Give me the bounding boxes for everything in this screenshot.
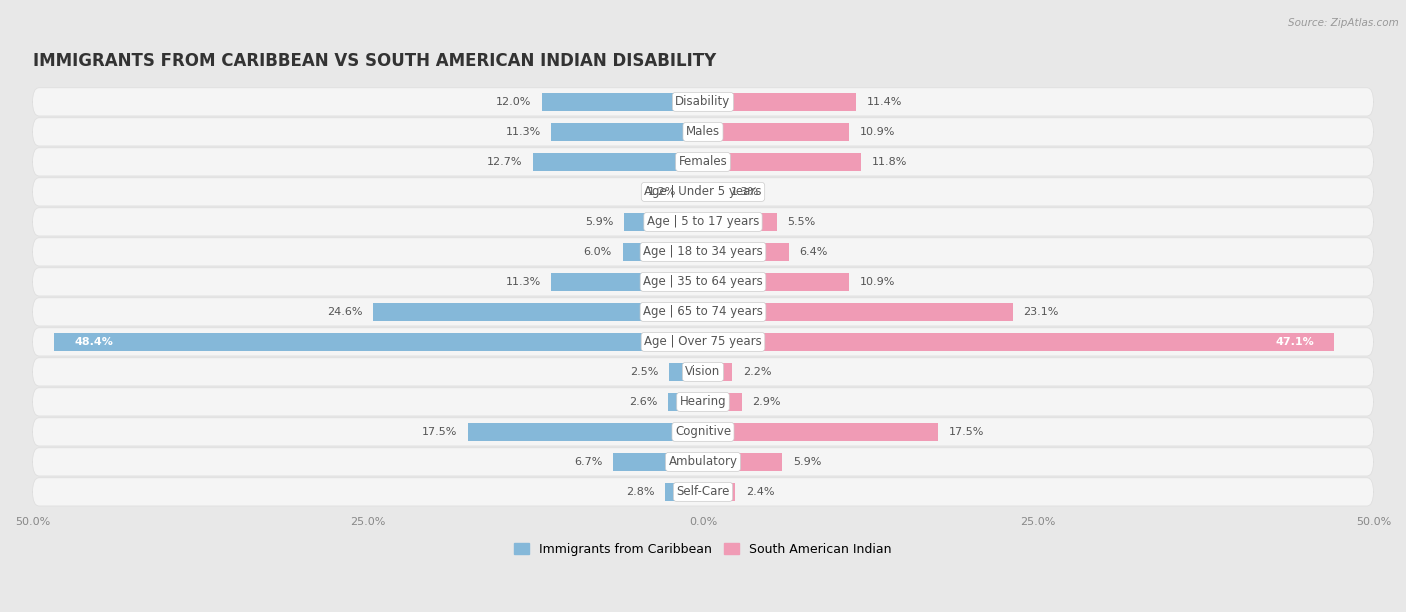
Text: 1.2%: 1.2% (648, 187, 676, 197)
Text: 5.5%: 5.5% (787, 217, 815, 227)
Bar (703, 453, 782, 471)
FancyBboxPatch shape (32, 328, 1374, 356)
Text: 24.6%: 24.6% (328, 307, 363, 317)
Text: 2.2%: 2.2% (744, 367, 772, 377)
Text: 2.5%: 2.5% (630, 367, 659, 377)
Bar (703, 152, 862, 171)
FancyBboxPatch shape (32, 388, 1374, 416)
FancyBboxPatch shape (32, 238, 1374, 266)
FancyBboxPatch shape (32, 298, 1374, 326)
Text: 11.4%: 11.4% (866, 97, 901, 107)
Bar (703, 122, 849, 141)
Bar (669, 362, 703, 381)
Bar (53, 332, 703, 351)
Text: Vision: Vision (685, 365, 721, 378)
Bar (703, 362, 733, 381)
Legend: Immigrants from Caribbean, South American Indian: Immigrants from Caribbean, South America… (509, 538, 897, 561)
Text: 17.5%: 17.5% (949, 427, 984, 437)
Text: 17.5%: 17.5% (422, 427, 457, 437)
Text: 23.1%: 23.1% (1024, 307, 1059, 317)
Text: 10.9%: 10.9% (860, 277, 896, 287)
Text: 1.3%: 1.3% (731, 187, 759, 197)
Text: Ambulatory: Ambulatory (668, 455, 738, 468)
Bar (703, 212, 776, 231)
FancyBboxPatch shape (32, 268, 1374, 296)
Text: Age | 35 to 64 years: Age | 35 to 64 years (643, 275, 763, 288)
Text: 6.4%: 6.4% (800, 247, 828, 257)
Text: 2.4%: 2.4% (747, 487, 775, 497)
Text: 10.9%: 10.9% (860, 127, 896, 137)
Bar (468, 423, 703, 441)
FancyBboxPatch shape (32, 358, 1374, 386)
Text: 2.6%: 2.6% (628, 397, 658, 407)
Bar (665, 483, 703, 501)
Bar (703, 272, 849, 291)
Bar (703, 392, 742, 411)
Bar (543, 92, 703, 111)
FancyBboxPatch shape (32, 448, 1374, 476)
Text: Cognitive: Cognitive (675, 425, 731, 438)
Text: 11.8%: 11.8% (872, 157, 907, 167)
FancyBboxPatch shape (32, 208, 1374, 236)
Text: 11.3%: 11.3% (506, 127, 541, 137)
Bar (668, 392, 703, 411)
Text: Age | Over 75 years: Age | Over 75 years (644, 335, 762, 348)
Text: Age | 65 to 74 years: Age | 65 to 74 years (643, 305, 763, 318)
Text: IMMIGRANTS FROM CARIBBEAN VS SOUTH AMERICAN INDIAN DISABILITY: IMMIGRANTS FROM CARIBBEAN VS SOUTH AMERI… (32, 52, 716, 70)
Text: 5.9%: 5.9% (793, 457, 821, 467)
FancyBboxPatch shape (32, 418, 1374, 446)
FancyBboxPatch shape (32, 88, 1374, 116)
Bar (551, 272, 703, 291)
Text: Females: Females (679, 155, 727, 168)
Text: 2.8%: 2.8% (626, 487, 655, 497)
Bar (533, 152, 703, 171)
FancyBboxPatch shape (32, 147, 1374, 176)
Bar (703, 332, 1334, 351)
Text: Males: Males (686, 125, 720, 138)
Text: Hearing: Hearing (679, 395, 727, 408)
Bar (613, 453, 703, 471)
Bar (688, 182, 703, 201)
FancyBboxPatch shape (32, 478, 1374, 506)
Bar (703, 242, 789, 261)
Bar (551, 122, 703, 141)
Text: 6.7%: 6.7% (574, 457, 602, 467)
Text: Age | 5 to 17 years: Age | 5 to 17 years (647, 215, 759, 228)
Text: Age | Under 5 years: Age | Under 5 years (644, 185, 762, 198)
Bar (373, 302, 703, 321)
Bar (703, 423, 938, 441)
Text: 2.9%: 2.9% (752, 397, 782, 407)
FancyBboxPatch shape (32, 118, 1374, 146)
Text: Age | 18 to 34 years: Age | 18 to 34 years (643, 245, 763, 258)
Text: 48.4%: 48.4% (75, 337, 112, 347)
Text: 47.1%: 47.1% (1275, 337, 1315, 347)
Text: 12.7%: 12.7% (486, 157, 522, 167)
Bar (623, 242, 703, 261)
Bar (703, 483, 735, 501)
Bar (703, 92, 856, 111)
Text: Self-Care: Self-Care (676, 485, 730, 498)
Text: 6.0%: 6.0% (583, 247, 612, 257)
Bar (703, 182, 720, 201)
Text: Source: ZipAtlas.com: Source: ZipAtlas.com (1288, 18, 1399, 28)
Text: 5.9%: 5.9% (585, 217, 613, 227)
Bar (624, 212, 703, 231)
Text: Disability: Disability (675, 95, 731, 108)
Bar (703, 302, 1012, 321)
Text: 12.0%: 12.0% (496, 97, 531, 107)
Text: 11.3%: 11.3% (506, 277, 541, 287)
FancyBboxPatch shape (32, 178, 1374, 206)
